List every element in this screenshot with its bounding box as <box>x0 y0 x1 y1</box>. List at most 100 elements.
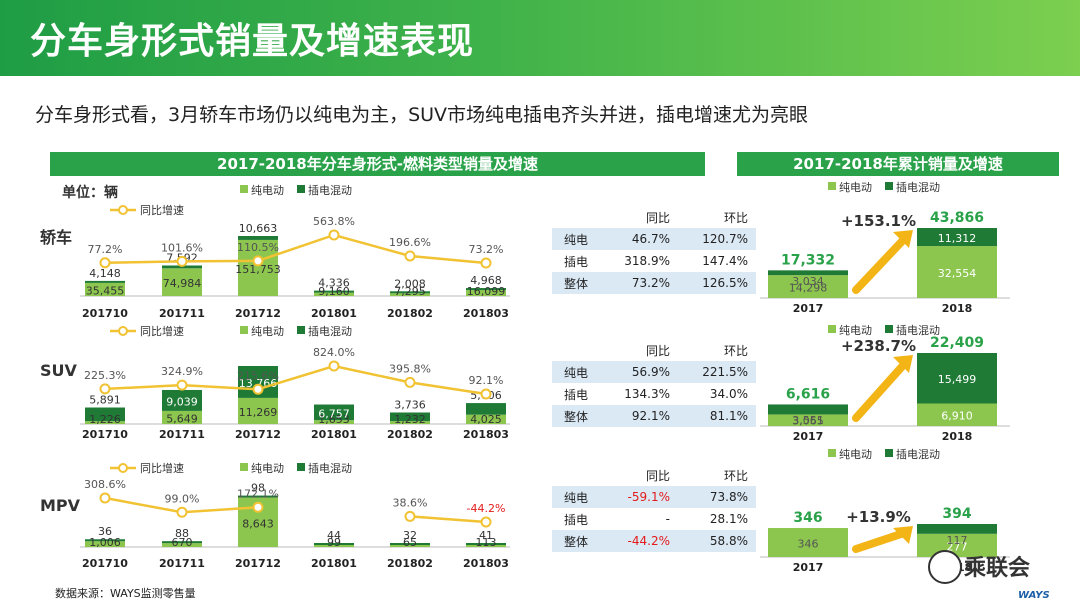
legend-ev-label: 纯电动 <box>839 448 872 461</box>
bar-ev <box>162 410 202 424</box>
bar-phev <box>390 543 430 545</box>
growth-point <box>404 376 416 388</box>
bar-phev <box>768 404 848 415</box>
legend-ev-swatch <box>240 185 248 193</box>
data-label-phev: 4,968 <box>470 274 502 287</box>
bar-ev <box>238 239 278 296</box>
x-tick-label: 201802 <box>387 557 433 570</box>
table-cell: 221.5% <box>678 361 756 383</box>
total-label: 346 <box>793 510 822 526</box>
table-cell: 58.8% <box>678 530 756 552</box>
table-row-label: 整体 <box>552 272 600 294</box>
growth-point <box>328 360 340 372</box>
bar-ev <box>314 420 354 424</box>
data-label-phev: 6,757 <box>318 407 350 420</box>
growth-point <box>480 516 492 528</box>
legend-ev-swatch <box>240 463 248 471</box>
data-label-phev: 41 <box>479 529 493 542</box>
data-label-phev: 4,336 <box>318 277 350 290</box>
growth-label: 110.5% <box>237 241 279 254</box>
table-col-header: 环比 <box>678 206 756 228</box>
table-row-label: 插电 <box>552 250 600 272</box>
bar-ev <box>390 293 430 296</box>
legend-ev-label: 纯电动 <box>251 184 284 197</box>
x-tick-label: 2017 <box>793 302 824 315</box>
growth-point <box>328 229 340 241</box>
bar-ev <box>390 421 430 424</box>
bar-phev <box>466 543 506 545</box>
data-label-ev: 8,643 <box>242 517 274 530</box>
bar-ev <box>314 545 354 547</box>
table-cell: -44.2% <box>600 530 678 552</box>
bar-phev <box>917 353 997 404</box>
data-label-ev: 9,160 <box>318 285 350 298</box>
legend-phev-swatch <box>297 185 305 193</box>
x-tick-label: 201801 <box>311 557 357 570</box>
data-label-ev: 16,099 <box>467 285 506 298</box>
x-tick-label: 201801 <box>311 307 357 320</box>
cumulative-growth-label: +153.1% <box>841 212 916 230</box>
data-label-phev: 32 <box>403 529 417 542</box>
bar-phev <box>768 270 848 276</box>
title-bar: 分车身形式销量及增速表现 <box>0 0 1080 76</box>
data-label-phev: 88 <box>175 527 189 540</box>
x-tick-label: 201711 <box>159 428 205 441</box>
data-label-ev: 6,910 <box>941 410 973 423</box>
growth-point <box>176 255 188 267</box>
table-row-label: 插电 <box>552 508 600 530</box>
table-cell: 147.4% <box>678 250 756 272</box>
growth-label: 324.9% <box>161 365 203 378</box>
growth-point <box>99 257 111 269</box>
bar-ev <box>390 545 430 547</box>
table-cell: 318.9% <box>600 250 678 272</box>
growth-point <box>252 501 264 513</box>
table-cell: 28.1% <box>678 508 756 530</box>
table-cell: 134.3% <box>600 383 678 405</box>
growth-label: -44.2% <box>467 502 506 515</box>
growth-point <box>99 492 111 504</box>
table-row-label: 插电 <box>552 383 600 405</box>
growth-arrowhead <box>893 230 913 248</box>
growth-label: 225.3% <box>84 369 126 382</box>
x-tick-label: 201712 <box>235 307 281 320</box>
x-tick-label: 2017 <box>793 430 824 443</box>
table-row: 插电 -28.1% <box>552 508 756 530</box>
table-row: 纯电 56.9% 221.5% <box>552 361 756 383</box>
table-cell: 56.9% <box>600 361 678 383</box>
data-label-phev: 11,312 <box>938 232 977 245</box>
table-col-header: 同比 <box>600 206 678 228</box>
data-label-phev: 9,039 <box>166 395 198 408</box>
data-source-note: 数据来源：WAYS监测零售量 <box>55 587 196 600</box>
bar-phev <box>238 495 278 498</box>
data-label-phev: 3,736 <box>394 398 426 411</box>
x-tick-label: 2017 <box>793 561 824 574</box>
bar-ev <box>768 414 848 426</box>
bar-phev <box>162 265 202 269</box>
growth-line <box>104 364 487 396</box>
table-row: 插电 134.3% 34.0% <box>552 383 756 405</box>
page-title: 分车身形式销量及增速表现 <box>30 21 475 62</box>
bar-ev <box>917 246 997 298</box>
bar-phev <box>466 403 506 415</box>
growth-arrow <box>852 357 911 422</box>
total-label: 394 <box>942 506 971 522</box>
data-label-phev: 36 <box>98 525 112 538</box>
table-cell: 126.5% <box>678 272 756 294</box>
x-tick-label: 201802 <box>387 307 433 320</box>
x-tick-label: 201803 <box>463 307 509 320</box>
table-row-label: 整体 <box>552 530 600 552</box>
data-label-phev: 98 <box>251 482 265 495</box>
table-row: 插电 318.9% 147.4% <box>552 250 756 272</box>
segment-name: SUV <box>40 361 78 380</box>
growth-point <box>480 257 492 269</box>
legend-ev-label: 纯电动 <box>839 324 872 337</box>
growth-point <box>99 383 111 395</box>
table-row-label: 纯电 <box>552 486 600 508</box>
legend-phev-swatch <box>885 325 893 333</box>
bar-ev <box>238 397 278 424</box>
growth-label: 563.8% <box>313 215 355 228</box>
bar-ev <box>466 414 506 424</box>
ways-logo: WAYS <box>1018 590 1050 601</box>
data-label-phev: 3,034 <box>792 275 824 288</box>
